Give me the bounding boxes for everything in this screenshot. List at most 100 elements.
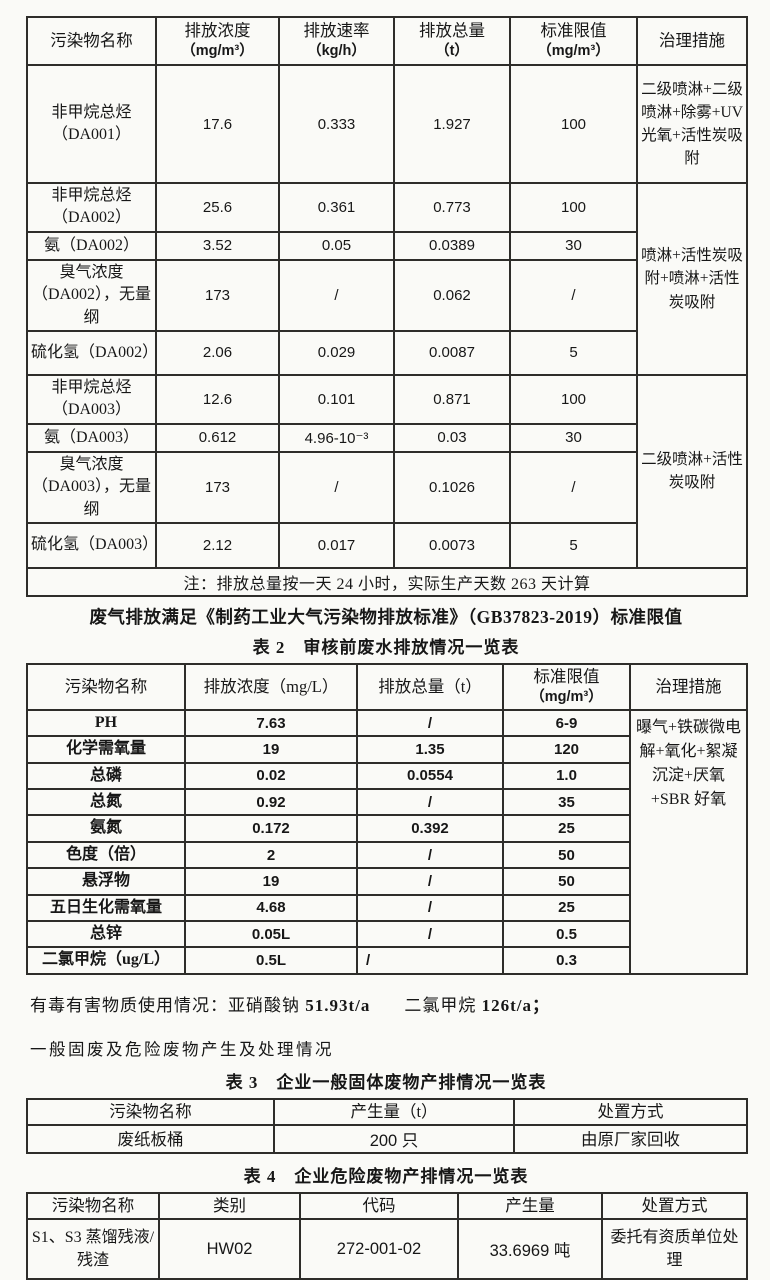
standard-code: （GB37823-2019） xyxy=(467,606,611,627)
pollutant-name-cell: 总氮 xyxy=(26,788,186,817)
table-note-row: 注：排放总量按一天 24 小时，实际生产天数 263 天计算 xyxy=(26,566,748,597)
concentration-cell: 25.6 xyxy=(155,182,280,233)
concentration-cell: 3.52 xyxy=(155,230,280,261)
total-cell: / xyxy=(356,920,504,949)
table4-title: 表 4 企业危险废物产排情况一览表 xyxy=(243,1167,529,1187)
concentration-cell: 0.612 xyxy=(155,422,280,453)
limit-cell: 50 xyxy=(502,867,631,896)
header-label: 排放总量 xyxy=(419,21,485,41)
disposal-cell: 委托有资质单位处理 xyxy=(601,1218,748,1280)
pollutant-name-cell: 硫化氢（DA002） xyxy=(26,329,157,376)
column-header: 排放浓度 （mg/m³） xyxy=(155,16,280,66)
table-row: PH 7.63 / 6-9 曝气+铁碳微电解+氧化+絮凝沉淀+厌氧+SBR 好氧 xyxy=(26,708,748,975)
rate-cell: / xyxy=(278,450,395,524)
limit-cell: 100 xyxy=(509,64,638,184)
limit-cell: 5 xyxy=(509,329,638,376)
total-cell: 0.871 xyxy=(393,373,511,425)
concentration-cell: 17.6 xyxy=(155,64,280,184)
table-row: 五日生化需氧量 4.68 / 25 xyxy=(26,893,747,923)
solid-waste-section-heading: 一般固废及危险废物产生及处理情况 xyxy=(30,1039,334,1059)
table-header-row: 污染物名称 排放浓度 （mg/m³） 排放速率 （kg/h） 排放总量 （t） 标准限… xyxy=(26,16,748,66)
pollutant-name-cell: PH xyxy=(26,708,186,738)
limit-cell: 35 xyxy=(502,788,631,817)
limit-cell: / xyxy=(509,450,638,524)
table-row: 化学需氧量 19 1.35 120 xyxy=(26,735,747,764)
limit-cell: 30 xyxy=(509,230,638,261)
column-header: 代码 xyxy=(299,1192,459,1221)
toxic-item2: 二氯甲烷 xyxy=(404,995,477,1015)
total-cell: 1.927 xyxy=(393,64,511,184)
column-header: 污染物名称 xyxy=(26,1192,160,1221)
table-row: 总锌 0.05L / 0.5 xyxy=(26,920,747,949)
total-cell: 0.0389 xyxy=(393,230,511,261)
table-row: 废纸板桶 200 只 由原厂家回收 xyxy=(26,1124,748,1155)
treatment-cell: 二级喷淋+活性炭吸附 xyxy=(636,373,748,569)
pollutant-name-cell: 非甲烷总烃（DA002） xyxy=(26,182,157,233)
total-cell: 0.392 xyxy=(356,814,504,843)
rate-cell: 0.101 xyxy=(278,373,395,425)
column-header: 排放浓度（mg/L） xyxy=(184,662,358,711)
pollutant-name-cell: 硫化氢（DA003） xyxy=(26,521,157,569)
column-header: 排放总量（t） xyxy=(356,662,504,711)
limit-cell: 1.0 xyxy=(502,761,631,791)
pollutant-name-cell: 氨（DA003） xyxy=(26,422,157,453)
table-row: 总氮 0.92 / 35 xyxy=(26,788,747,817)
quantity-cell: 200 只 xyxy=(273,1124,515,1155)
header-label: 污染物名称 xyxy=(64,676,148,696)
limit-cell: 50 xyxy=(502,840,631,870)
limit-cell: 0.5 xyxy=(502,920,631,949)
column-header: 标准限值 （mg/m³） xyxy=(509,16,638,66)
table-row: 二氯甲烷（ug/L） 0.5L / 0.3 xyxy=(26,946,747,975)
table-row: 氨氮 0.172 0.392 25 xyxy=(26,814,747,843)
concentration-cell: 0.05L xyxy=(184,920,358,949)
header-unit: （t） xyxy=(435,43,469,60)
table-row: 非甲烷总烃（DA003） 12.6 0.101 0.871 100 二级喷淋+活… xyxy=(26,373,748,569)
table-row: 总磷 0.02 0.0554 1.0 xyxy=(26,761,747,791)
table-row: 色度（倍） 2 / 50 xyxy=(26,840,747,870)
total-cell: 0.062 xyxy=(393,258,511,332)
general-solid-waste-table: 污染物名称 产生量（t） 处置方式 废纸板桶 200 只 由原厂家回收 xyxy=(26,1097,748,1155)
quantity-cell: 33.6969 吨 xyxy=(457,1218,603,1280)
pollutant-name-cell: 色度（倍） xyxy=(26,840,186,870)
limit-cell: 0.3 xyxy=(502,946,631,975)
column-header: 治理措施 xyxy=(629,662,748,711)
header-unit: （mg/m³） xyxy=(181,43,254,60)
header-label: 标准限值 xyxy=(540,21,607,41)
concentration-cell: 2.12 xyxy=(155,521,280,569)
waste-gas-emission-table: 污染物名称 排放浓度 （mg/m³） 排放速率 （kg/h） 排放总量 （t） 标准限… xyxy=(26,16,748,597)
column-header: 产生量 xyxy=(457,1192,603,1221)
total-cell: 0.0087 xyxy=(393,329,511,376)
concentration-cell: 0.02 xyxy=(184,761,358,791)
concentration-cell: 19 xyxy=(184,735,358,764)
table-header-row: 污染物名称 类别 代码 产生量 处置方式 xyxy=(26,1192,748,1221)
column-header: 排放总量 （t） xyxy=(393,16,511,66)
table-note: 注：排放总量按一天 24 小时，实际生产天数 263 天计算 xyxy=(26,566,748,597)
rate-cell: 0.05 xyxy=(278,230,395,261)
concentration-cell: 12.6 xyxy=(155,373,280,425)
treatment-cell: 曝气+铁碳微电解+氧化+絮凝沉淀+厌氧+SBR 好氧 xyxy=(629,708,748,975)
column-header: 产生量（t） xyxy=(273,1097,515,1127)
column-header: 排放速率 （kg/h） xyxy=(278,16,395,66)
rate-cell: 0.017 xyxy=(278,521,395,569)
table-row: 臭气浓度（DA002），无量纲 173 / 0.062 / xyxy=(26,258,747,332)
total-cell: 1.35 xyxy=(356,735,504,764)
table2-title: 表 2 审核前废水排放情况一览表 xyxy=(252,637,520,657)
pollutant-name-cell: 臭气浓度（DA002），无量纲 xyxy=(26,258,157,332)
wastewater-table: 污染物名称 排放浓度（mg/L） 排放总量（t） 标准限值 （mg/m³） 治理措… xyxy=(26,662,748,975)
total-cell: / xyxy=(356,893,504,923)
table-header-row: 污染物名称 产生量（t） 处置方式 xyxy=(26,1097,748,1127)
limit-cell: 6-9 xyxy=(502,708,631,738)
table-row: 硫化氢（DA003） 2.12 0.017 0.0073 5 xyxy=(26,521,747,569)
pollutant-name-cell: 氨（DA002） xyxy=(26,230,157,261)
total-cell: 0.03 xyxy=(393,422,511,453)
total-cell: / xyxy=(356,788,504,817)
standard-compliance-note: 废气排放满足《制药工业大气污染物排放标准》（GB37823-2019）标准限值 xyxy=(26,604,746,629)
limit-cell: 25 xyxy=(502,814,631,843)
table-row: S1、S3 蒸馏残液/残渣 HW02 272-001-02 33.6969 吨 … xyxy=(26,1218,748,1280)
header-label: 治理措施 xyxy=(659,30,725,50)
compliance-suffix: 标准限值 xyxy=(610,606,683,627)
toxic-label: 有毒有害物质使用情况： xyxy=(30,995,228,1015)
header-unit: （kg/h） xyxy=(307,43,366,60)
total-cell: 0.1026 xyxy=(393,450,511,524)
